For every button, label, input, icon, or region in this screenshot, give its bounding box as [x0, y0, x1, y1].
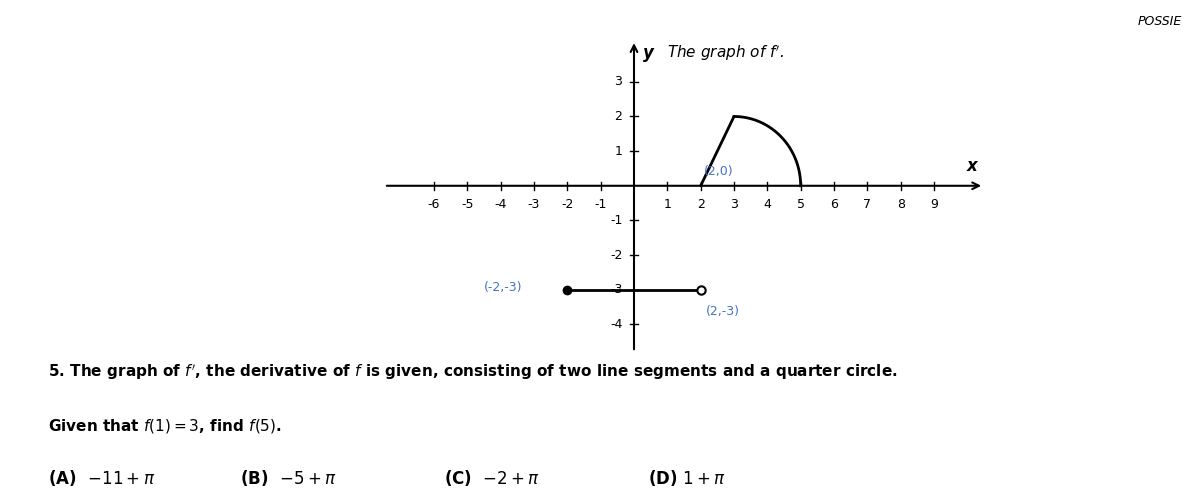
Text: -4: -4: [610, 318, 623, 331]
Text: 4: 4: [763, 198, 772, 211]
Text: Given that $f(1) = 3$, find $f(5)$.: Given that $f(1) = 3$, find $f(5)$.: [48, 417, 282, 436]
Text: (B)  $-5 + \pi$: (B) $-5 + \pi$: [240, 468, 336, 488]
Text: -2: -2: [562, 198, 574, 211]
Text: (C)  $-2 + \pi$: (C) $-2 + \pi$: [444, 468, 540, 488]
Text: -5: -5: [461, 198, 474, 211]
Text: -3: -3: [528, 198, 540, 211]
Text: (A)  $-11 + \pi$: (A) $-11 + \pi$: [48, 468, 155, 488]
Text: -6: -6: [428, 198, 440, 211]
Text: (-2,-3): (-2,-3): [484, 281, 522, 294]
Text: x: x: [966, 157, 977, 175]
Text: 5. The graph of $f'$, the derivative of $f$ is given, consisting of two line seg: 5. The graph of $f'$, the derivative of …: [48, 362, 898, 382]
Text: y: y: [643, 44, 654, 62]
Text: -1: -1: [610, 214, 623, 227]
Text: (2,-3): (2,-3): [706, 305, 739, 318]
Text: 6: 6: [830, 198, 838, 211]
Text: 9: 9: [930, 198, 938, 211]
Text: 7: 7: [863, 198, 871, 211]
Text: 3: 3: [730, 198, 738, 211]
Text: 8: 8: [896, 198, 905, 211]
Text: -4: -4: [494, 198, 506, 211]
Text: 3: 3: [614, 75, 623, 89]
Text: 5: 5: [797, 198, 805, 211]
Text: -2: -2: [610, 248, 623, 262]
Text: -1: -1: [594, 198, 607, 211]
Text: 1: 1: [614, 145, 623, 157]
Text: (D) $1 + \pi$: (D) $1 + \pi$: [648, 468, 726, 488]
Text: The graph of $f'$.: The graph of $f'$.: [667, 44, 785, 63]
Text: (2,0): (2,0): [704, 165, 733, 178]
Text: 2: 2: [614, 110, 623, 123]
Text: 1: 1: [664, 198, 671, 211]
Text: POSSIE: POSSIE: [1138, 15, 1182, 28]
Text: 2: 2: [697, 198, 704, 211]
Text: -3: -3: [610, 283, 623, 296]
